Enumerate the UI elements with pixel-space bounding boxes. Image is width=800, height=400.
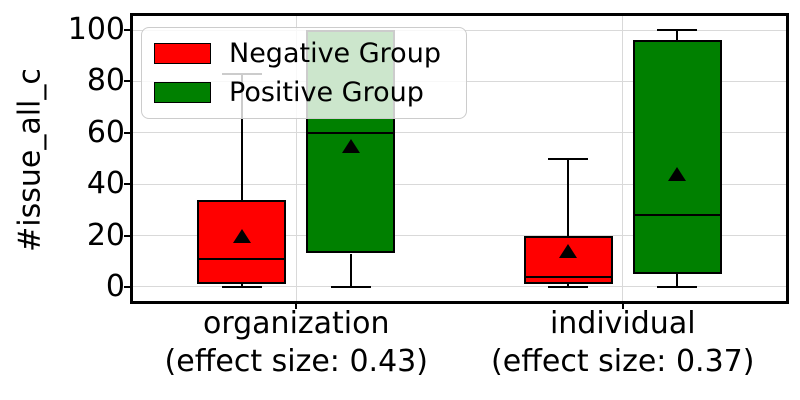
lower-whisker-cap-negative-organization bbox=[221, 285, 262, 288]
legend-label-positive-group: Positive Group bbox=[229, 76, 424, 108]
x-tick-label-line2: (effect size: 0.37) bbox=[491, 344, 755, 379]
y-tick-label: 0 bbox=[105, 268, 125, 304]
box-positive-individual bbox=[632, 40, 722, 275]
gridline-horizontal bbox=[133, 132, 786, 134]
legend: Negative Group Positive Group bbox=[141, 27, 467, 119]
x-tick-label-line1: organization bbox=[202, 306, 390, 341]
upper-whisker-negative-organization bbox=[240, 73, 243, 200]
gridline-horizontal bbox=[133, 286, 786, 288]
gridline-vertical bbox=[295, 16, 297, 301]
legend-item-negative-group: Negative Group bbox=[154, 37, 454, 69]
y-tick-mark bbox=[124, 234, 130, 237]
median-line-positive-organization bbox=[306, 131, 396, 134]
gridline-horizontal bbox=[133, 183, 786, 185]
lower-whisker-negative-individual bbox=[567, 284, 570, 287]
x-tick-mark bbox=[295, 304, 298, 309]
median-line-negative-organization bbox=[197, 257, 287, 260]
y-tick-mark bbox=[124, 80, 130, 83]
lower-whisker-negative-organization bbox=[240, 284, 243, 287]
upper-whisker-positive-individual bbox=[676, 30, 679, 41]
x-tick-label-line2: (effect size: 0.43) bbox=[164, 344, 428, 379]
y-tick-label: 60 bbox=[86, 114, 125, 150]
legend-label-negative-group: Negative Group bbox=[229, 37, 441, 69]
x-tick-label-organization: organization (effect size: 0.43) bbox=[116, 305, 476, 381]
y-tick-label: 100 bbox=[67, 12, 125, 48]
gridline-horizontal bbox=[133, 235, 786, 237]
upper-whisker-cap-positive-individual bbox=[657, 29, 698, 32]
lower-whisker-cap-positive-organization bbox=[330, 285, 371, 288]
legend-item-positive-group: Positive Group bbox=[154, 76, 454, 108]
lower-whisker-cap-positive-individual bbox=[657, 285, 698, 288]
upper-whisker-cap-negative-individual bbox=[548, 157, 589, 160]
lower-whisker-positive-organization bbox=[349, 253, 352, 287]
x-tick-mark bbox=[621, 304, 624, 309]
median-line-positive-individual bbox=[632, 213, 722, 216]
lower-whisker-positive-individual bbox=[676, 274, 679, 287]
x-tick-label-line1: individual bbox=[549, 306, 696, 341]
mean-marker-positive-individual bbox=[668, 166, 687, 181]
plot-inner bbox=[133, 16, 786, 301]
plot-area: Negative Group Positive Group bbox=[130, 13, 789, 304]
mean-marker-positive-organization bbox=[341, 138, 360, 153]
upper-whisker-negative-individual bbox=[567, 158, 570, 236]
mean-marker-negative-individual bbox=[559, 243, 578, 258]
x-tick-label-individual: individual (effect size: 0.37) bbox=[443, 305, 800, 381]
y-tick-mark bbox=[124, 183, 130, 186]
y-tick-mark bbox=[124, 29, 130, 32]
gridline-vertical bbox=[622, 16, 624, 301]
lower-whisker-cap-negative-individual bbox=[548, 285, 589, 288]
y-tick-label: 80 bbox=[86, 63, 125, 99]
y-tick-mark bbox=[124, 285, 130, 288]
negative-group-swatch bbox=[154, 43, 211, 64]
mean-marker-negative-organization bbox=[232, 228, 251, 243]
y-tick-mark bbox=[124, 131, 130, 134]
median-line-negative-individual bbox=[523, 275, 613, 278]
positive-group-swatch bbox=[154, 82, 211, 103]
y-tick-label: 20 bbox=[86, 217, 125, 253]
y-tick-label: 40 bbox=[86, 166, 125, 202]
